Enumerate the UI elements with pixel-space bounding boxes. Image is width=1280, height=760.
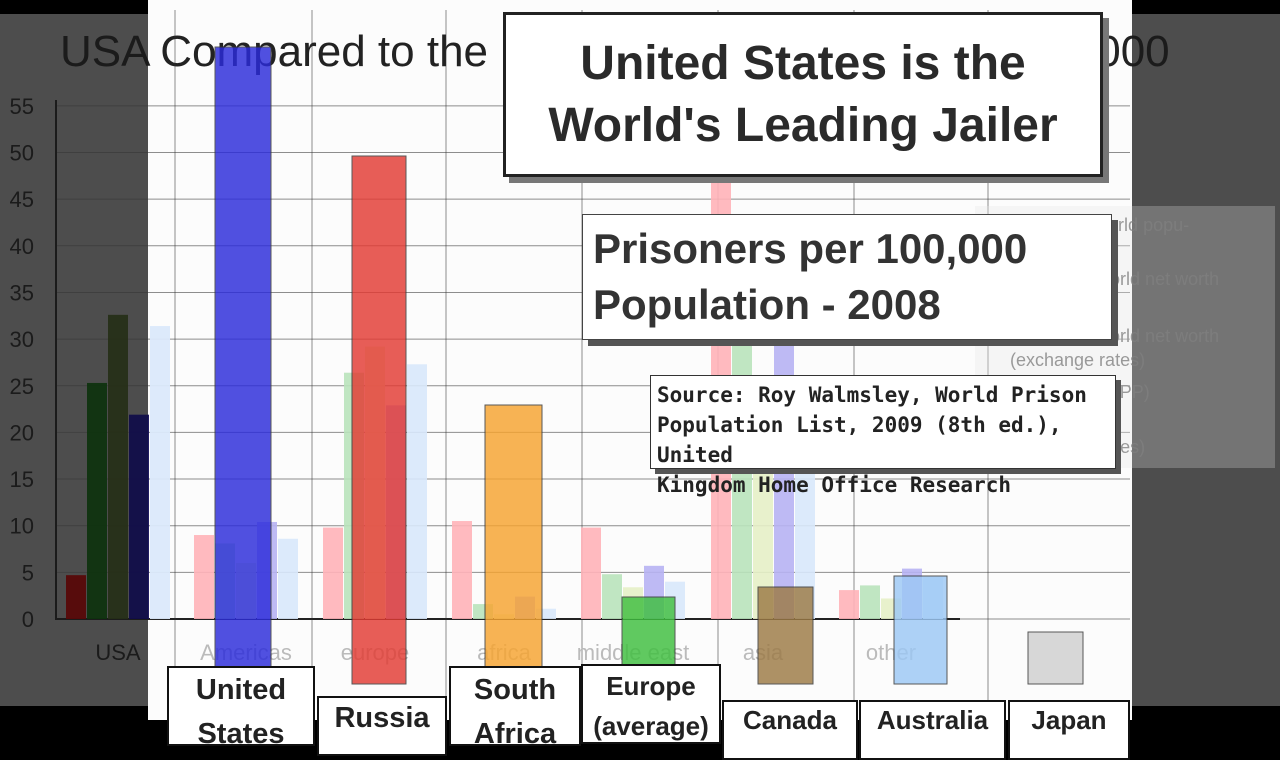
y-tick-label-15: 15	[10, 467, 34, 492]
subtitle-line-2: Population - 2008	[593, 281, 941, 328]
bg-category-label-0: USA	[95, 640, 141, 665]
label-japan: Japan	[1008, 700, 1130, 760]
y-tick-label-20: 20	[10, 420, 34, 445]
y-tick-label-5: 5	[22, 560, 34, 585]
source-line-2: Population List, 2009 (8th ed.), United	[657, 413, 1062, 467]
y-tick-label-35: 35	[10, 280, 34, 305]
bg-bar-0-2	[108, 314, 128, 619]
subtitle-line-1: Prisoners per 100,000	[593, 225, 1028, 272]
bg-bar-2-4	[407, 364, 427, 619]
y-tick-label-40: 40	[10, 234, 34, 259]
label-us-line2: States	[197, 718, 285, 746]
prison-bar-6	[1027, 631, 1084, 685]
headline-box: United States is the World's Leading Jai…	[503, 12, 1103, 177]
label-eu-line1: Europe	[606, 671, 696, 701]
label-russia: Russia	[317, 696, 447, 756]
y-tick-label-0: 0	[22, 607, 34, 632]
subtitle-box: Prisoners per 100,000 Population - 2008	[582, 214, 1112, 340]
label-sa-line1: South	[473, 674, 557, 706]
label-australia: Australia	[859, 700, 1006, 760]
bg-bar-2-0	[323, 527, 343, 619]
bg-bar-3-4	[536, 608, 556, 619]
y-tick-label-55: 55	[10, 94, 34, 119]
y-tick-label-10: 10	[10, 514, 34, 539]
prison-bar-1	[351, 155, 407, 685]
bg-bar-4-0	[581, 527, 601, 619]
bg-bar-0-1	[87, 382, 107, 619]
label-canada: Canada	[722, 700, 858, 760]
left-dim-overlay	[0, 14, 148, 706]
label-south-africa: South Africa	[449, 666, 581, 746]
bg-bar-0-0	[66, 575, 86, 619]
prison-bar-0	[214, 46, 272, 685]
y-tick-label-30: 30	[10, 327, 34, 352]
prison-bar-2	[484, 404, 543, 685]
right-dim-overlay	[1132, 14, 1280, 706]
label-united-states: United States	[167, 666, 315, 746]
bg-bar-3-0	[452, 521, 472, 619]
label-sa-line2: Africa	[473, 718, 557, 746]
label-europe: Europe (average)	[581, 664, 721, 744]
prison-bar-5	[893, 575, 948, 685]
source-line-3: Kingdom Home Office Research	[657, 473, 1012, 497]
label-us-line1: United	[195, 674, 287, 706]
source-box: Source: Roy Walmsley, World Prison Popul…	[650, 375, 1116, 497]
bg-bar-0-4	[150, 326, 170, 619]
bg-bar-6-0	[839, 590, 859, 619]
headline-line-1: United States is the	[580, 36, 1026, 90]
bg-bar-6-1	[860, 585, 880, 619]
prison-bar-4	[757, 586, 814, 685]
bg-bar-1-0	[194, 535, 214, 619]
bg-bar-4-1	[602, 574, 622, 619]
y-tick-label-50: 50	[10, 141, 34, 166]
source-line-1: Source: Roy Walmsley, World Prison	[657, 383, 1087, 407]
bg-bar-0-3	[129, 414, 149, 619]
y-tick-label-45: 45	[10, 187, 34, 212]
bg-legend-text-4: (exchange rates)	[1010, 350, 1145, 370]
label-eu-line2: (average)	[593, 711, 709, 741]
y-tick-label-25: 25	[10, 374, 34, 399]
headline-line-2: World's Leading Jailer	[548, 98, 1058, 152]
bg-bar-1-4	[278, 538, 298, 619]
